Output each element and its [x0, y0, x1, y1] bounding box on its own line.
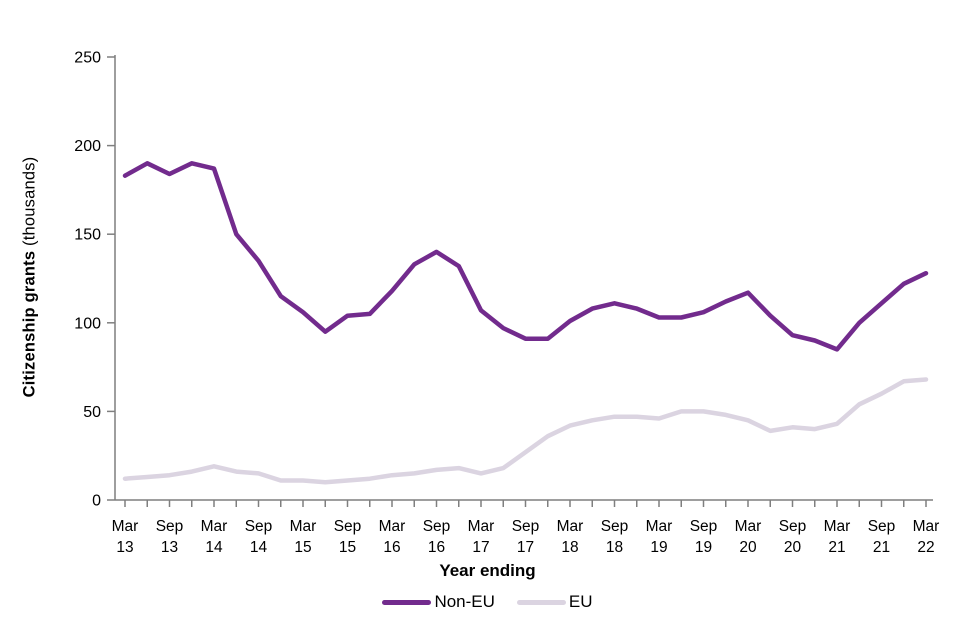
x-tick-label-month: Sep — [512, 518, 540, 535]
x-tick-label-month: Mar — [468, 518, 495, 535]
y-axis-title: Citizenship grants (thousands) — [21, 157, 40, 398]
y-tick-label: 0 — [92, 493, 101, 510]
eu-line-swatch — [516, 599, 566, 605]
x-tick-label-year: 16 — [383, 539, 400, 556]
x-tick-label-year: 19 — [695, 539, 712, 556]
y-tick-label: 50 — [83, 404, 101, 421]
y-axis-title-units: (thousands) — [20, 156, 39, 251]
y-tick-label: 100 — [74, 315, 101, 332]
x-tick-label-year: 16 — [428, 539, 445, 556]
x-tick-label-year: 13 — [161, 539, 178, 556]
x-tick-label-year: 22 — [917, 539, 934, 556]
x-tick-label-year: 18 — [561, 539, 578, 556]
x-tick-label-year: 14 — [205, 539, 223, 556]
x-axis-title: Year ending — [439, 561, 536, 580]
x-tick-label-month: Mar — [290, 518, 317, 535]
x-tick-label-month: Mar — [112, 518, 139, 535]
legend-label-eu: EU — [568, 592, 593, 611]
x-tick-label-month: Sep — [601, 518, 629, 535]
x-tick-label-year: 17 — [517, 539, 534, 556]
x-tick-label-month: Sep — [779, 518, 807, 535]
x-tick-label-year: 20 — [739, 539, 757, 556]
legend-item-non-eu: Non-EU — [382, 592, 495, 612]
x-tick-label-month: Sep — [156, 518, 184, 535]
y-axis-title-bold: Citizenship grants — [20, 250, 39, 398]
legend-item-eu: EU — [516, 592, 593, 612]
x-tick-label-month: Mar — [824, 518, 851, 535]
x-tick-label-month: Mar — [913, 518, 940, 535]
eu-line — [122, 377, 929, 485]
x-tick-label-year: 21 — [828, 539, 845, 556]
x-tick-label-year: 21 — [873, 539, 890, 556]
legend-label-non-eu: Non-EU — [434, 592, 495, 611]
legend: Non-EU EU — [0, 592, 960, 612]
x-tick-label-year: 17 — [472, 539, 489, 556]
x-tick-label-month: Mar — [557, 518, 584, 535]
x-tick-label-month: Sep — [423, 518, 451, 535]
x-tick-label-year: 13 — [116, 539, 133, 556]
x-tick-label-month: Sep — [868, 518, 896, 535]
non-eu-line — [122, 161, 929, 352]
x-tick-label-month: Mar — [201, 518, 228, 535]
x-tick-label-year: 15 — [339, 539, 356, 556]
x-tick-label-year: 18 — [606, 539, 623, 556]
x-tick-label-month: Mar — [735, 518, 762, 535]
plot-area: 0 50 100 150 200 250 Mar 13 Sep 13 Mar 14 Sep 14 Mar 15… — [74, 50, 940, 557]
y-tick-label: 250 — [74, 50, 101, 67]
x-tick-label-month: Mar — [379, 518, 406, 535]
x-tick-label-year: 15 — [294, 539, 311, 556]
x-tick-label-year: 19 — [650, 539, 667, 556]
x-tick-label-year: 14 — [250, 539, 268, 556]
non-eu-line-swatch — [382, 599, 432, 605]
x-tick-label-month: Mar — [646, 518, 673, 535]
y-tick-label: 200 — [74, 138, 101, 155]
x-tick-label-month: Sep — [245, 518, 273, 535]
y-tick-label: 150 — [74, 227, 101, 244]
x-tick-label-month: Sep — [334, 518, 362, 535]
x-tick-label-year: 20 — [784, 539, 802, 556]
x-tick-label-month: Sep — [690, 518, 718, 535]
